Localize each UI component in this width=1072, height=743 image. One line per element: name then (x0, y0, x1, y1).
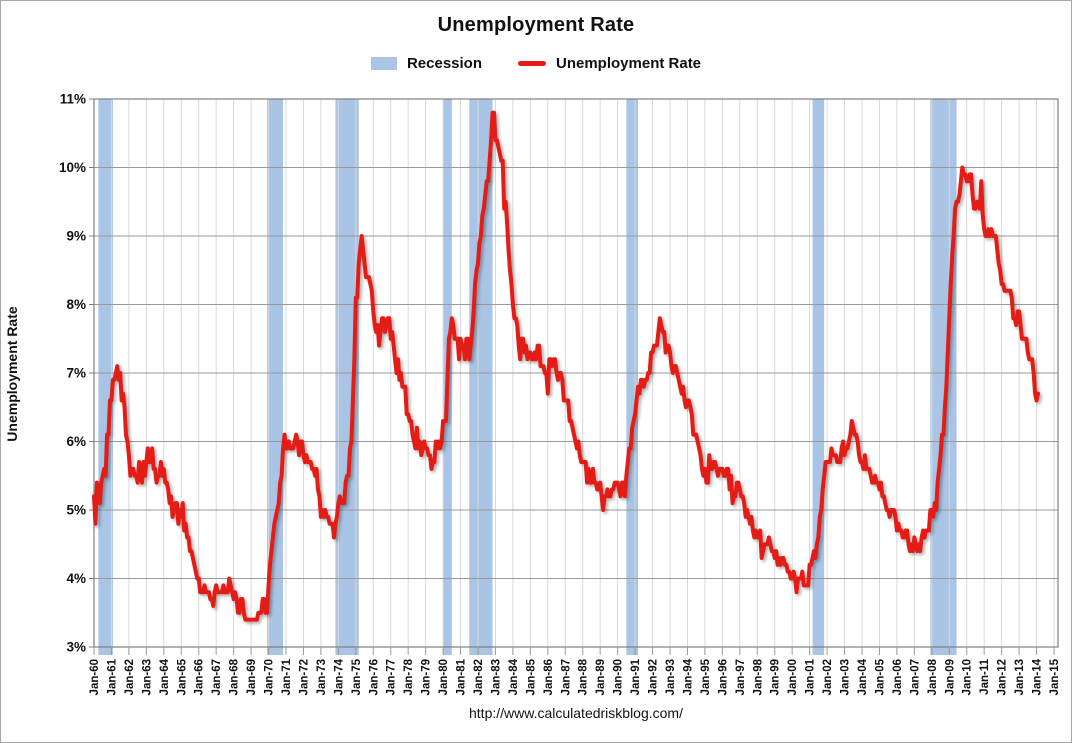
legend-recession-label: Recession (406, 55, 482, 72)
svg-text:Jan-70: Jan-70 (264, 659, 276, 695)
svg-text:Jan-12: Jan-12 (997, 659, 1009, 695)
svg-text:Jan-86: Jan-86 (543, 659, 555, 695)
chart-title: Unemployment Rate (437, 14, 635, 36)
svg-text:Jan-60: Jan-60 (89, 659, 101, 695)
unemployment-rate-line (92, 110, 1040, 622)
svg-text:4%: 4% (66, 571, 86, 586)
x-axis-labels: Jan-60 Jan-61 Jan-62 Jan-63 Jan-64 Jan-65 Jan-… (89, 647, 1061, 695)
svg-text:Jan-97: Jan-97 (735, 659, 747, 695)
svg-text:Jan-68: Jan-68 (229, 658, 241, 695)
svg-text:6%: 6% (66, 434, 86, 449)
svg-text:Jan-78: Jan-78 (403, 658, 415, 695)
svg-text:Jan-99: Jan-99 (770, 659, 782, 695)
legend: Recession Unemployment Rate (1, 55, 1071, 72)
svg-text:Jan-14: Jan-14 (1032, 658, 1044, 695)
svg-text:Jan-83: Jan-83 (490, 659, 502, 695)
svg-text:Jan-81: Jan-81 (456, 658, 468, 695)
svg-text:8%: 8% (66, 297, 86, 312)
svg-text:Jan-67: Jan-67 (211, 659, 223, 695)
svg-text:Jan-76: Jan-76 (368, 659, 380, 695)
svg-text:Jan-03: Jan-03 (840, 659, 852, 695)
svg-text:Jan-72: Jan-72 (298, 659, 310, 695)
source-url: http://www.calculatedriskblog.com/ (469, 705, 683, 721)
svg-text:Jan-74: Jan-74 (333, 658, 345, 695)
y-axis-labels: 3% 4% 5% 6% 7% 8% 9% 10% 11% (59, 92, 94, 655)
svg-text:Jan-11: Jan-11 (979, 658, 991, 694)
svg-text:Jan-96: Jan-96 (717, 659, 729, 695)
svg-text:Jan-98: Jan-98 (752, 658, 764, 695)
recession-bands (98, 99, 957, 655)
svg-text:11%: 11% (60, 92, 86, 107)
svg-text:Jan-08: Jan-08 (927, 658, 939, 695)
recession-swatch (370, 57, 397, 70)
svg-text:Jan-06: Jan-06 (892, 659, 904, 695)
svg-text:Jan-69: Jan-69 (246, 659, 258, 695)
svg-text:Jan-73: Jan-73 (316, 659, 328, 695)
svg-text:Jan-15: Jan-15 (1049, 658, 1061, 695)
svg-text:Jan-93: Jan-93 (665, 659, 677, 695)
svg-text:Jan-66: Jan-66 (194, 659, 206, 695)
svg-text:Jan-92: Jan-92 (648, 659, 660, 695)
svg-text:3%: 3% (66, 640, 86, 655)
svg-text:Jan-88: Jan-88 (578, 658, 590, 695)
svg-text:Jan-91: Jan-91 (630, 658, 642, 695)
svg-text:Jan-79: Jan-79 (421, 659, 433, 695)
svg-text:Jan-89: Jan-89 (595, 659, 607, 695)
svg-text:Jan-02: Jan-02 (822, 659, 834, 695)
svg-text:Jan-09: Jan-09 (944, 659, 956, 695)
svg-text:Jan-04: Jan-04 (857, 658, 869, 695)
svg-text:Jan-90: Jan-90 (613, 659, 625, 695)
svg-text:Jan-07: Jan-07 (909, 659, 921, 695)
svg-text:10%: 10% (59, 160, 86, 175)
svg-text:9%: 9% (66, 229, 86, 244)
svg-text:Jan-61: Jan-61 (106, 658, 118, 695)
svg-text:Jan-77: Jan-77 (386, 659, 398, 695)
svg-text:Jan-71: Jan-71 (281, 658, 293, 695)
svg-text:Jan-62: Jan-62 (124, 659, 136, 695)
svg-text:Jan-63: Jan-63 (141, 659, 153, 695)
svg-text:Jan-00: Jan-00 (787, 659, 799, 695)
svg-text:Jan-64: Jan-64 (159, 658, 171, 695)
svg-text:Jan-85: Jan-85 (525, 658, 537, 695)
svg-text:Jan-95: Jan-95 (700, 658, 712, 695)
svg-text:Jan-75: Jan-75 (351, 658, 363, 695)
svg-text:5%: 5% (66, 503, 86, 518)
svg-text:Jan-80: Jan-80 (438, 659, 450, 695)
legend-series-label: Unemployment Rate (556, 55, 702, 72)
svg-text:Jan-13: Jan-13 (1014, 659, 1026, 695)
horizontal-gridlines (94, 167, 1058, 579)
svg-text:Jan-01: Jan-01 (805, 658, 817, 695)
svg-text:Jan-82: Jan-82 (473, 659, 485, 695)
svg-text:Jan-65: Jan-65 (176, 658, 188, 695)
svg-text:Jan-05: Jan-05 (874, 658, 886, 695)
svg-text:Jan-94: Jan-94 (682, 658, 694, 695)
unemployment-line-swatch (518, 61, 546, 66)
svg-text:Jan-10: Jan-10 (962, 659, 974, 695)
svg-text:Jan-87: Jan-87 (560, 659, 572, 695)
svg-text:7%: 7% (66, 366, 86, 381)
svg-text:Jan-84: Jan-84 (508, 658, 520, 695)
